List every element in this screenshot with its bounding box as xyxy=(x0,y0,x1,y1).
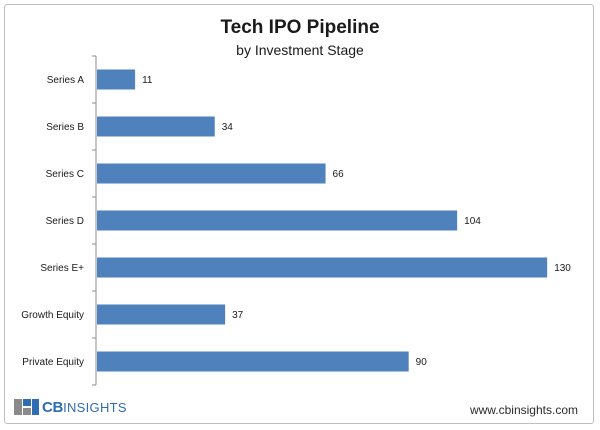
website-url: www.cbinsights.com xyxy=(469,403,578,417)
bar xyxy=(97,116,215,137)
category-label: Series D xyxy=(46,216,84,227)
bar xyxy=(97,304,226,325)
bar xyxy=(97,351,409,372)
category-label: Private Equity xyxy=(22,357,84,368)
category-label: Series B xyxy=(46,122,84,133)
category-label: Series E+ xyxy=(40,263,84,274)
category-label: Growth Equity xyxy=(21,310,84,321)
data-label: 11 xyxy=(142,75,153,86)
data-label: 66 xyxy=(333,169,345,180)
bar xyxy=(97,210,458,231)
data-label: 130 xyxy=(554,263,571,274)
bar xyxy=(97,257,548,278)
logo-text-cb: CB xyxy=(42,398,64,416)
data-label: 37 xyxy=(232,310,244,321)
chart-subtitle: by Investment Stage xyxy=(236,42,364,58)
cb-logo-icon xyxy=(14,399,39,415)
cb-insights-logo: CB INSIGHTS xyxy=(14,398,127,416)
logo-text-insights: INSIGHTS xyxy=(63,399,127,415)
category-label: Series A xyxy=(47,75,85,86)
category-label: Series C xyxy=(46,169,84,180)
bar xyxy=(97,69,136,90)
chart-title: Tech IPO Pipeline xyxy=(220,17,380,38)
data-label: 104 xyxy=(464,216,481,227)
data-label: 90 xyxy=(416,357,428,368)
data-label: 34 xyxy=(222,122,234,133)
bar xyxy=(97,163,326,184)
